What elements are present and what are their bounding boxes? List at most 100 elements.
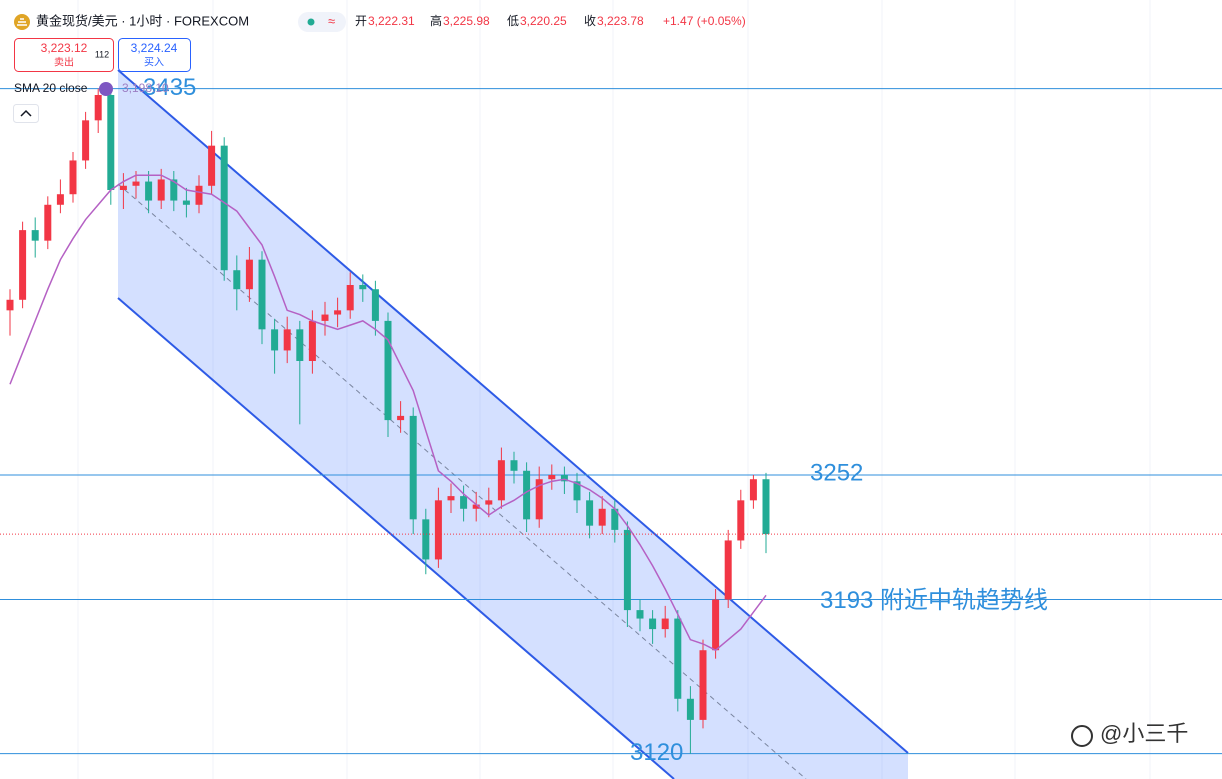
candle-body xyxy=(233,270,241,290)
candle-body xyxy=(208,145,216,186)
level-label: 3435 xyxy=(143,74,196,101)
candle-body xyxy=(497,460,505,501)
open-label: 开 xyxy=(355,14,367,28)
candle-body xyxy=(107,95,115,190)
candle-body xyxy=(611,508,619,530)
candle-body xyxy=(359,285,367,290)
channel-lower xyxy=(117,297,675,779)
candle-body xyxy=(460,496,468,509)
low-value: 3,220.25 xyxy=(520,14,567,28)
level-label: 3252 xyxy=(810,459,863,486)
close-label: 收 xyxy=(584,14,596,28)
candle-body xyxy=(737,500,745,541)
watermark-logo xyxy=(1071,725,1093,747)
candle-body xyxy=(724,540,732,600)
candle-body xyxy=(762,479,770,535)
candle-body xyxy=(535,479,543,520)
channel-upper xyxy=(117,69,909,754)
candle-body xyxy=(321,314,329,321)
candle-body xyxy=(346,285,354,311)
open-value: 3,222.31 xyxy=(368,14,415,28)
candle-body xyxy=(371,289,379,321)
candle-body xyxy=(182,200,190,205)
candle-body xyxy=(712,599,720,651)
candle-body xyxy=(649,618,657,630)
status-symbol: ≈ xyxy=(328,13,335,28)
candle-body xyxy=(220,145,228,271)
candle-body xyxy=(686,698,694,720)
candle-body xyxy=(472,504,480,509)
candle-body xyxy=(598,508,606,526)
watermark: @小三千 xyxy=(1100,721,1188,746)
channel-fill xyxy=(118,70,908,779)
spread: 112 xyxy=(95,49,109,59)
candles xyxy=(6,86,770,754)
level-label: 3120 xyxy=(630,739,683,766)
candle-body xyxy=(44,204,52,241)
candle-body xyxy=(6,299,14,311)
candle-body xyxy=(119,185,127,190)
candle-body xyxy=(674,618,682,699)
status-pill[interactable] xyxy=(298,12,346,32)
candle-body xyxy=(749,479,757,501)
candle-body xyxy=(485,500,493,505)
sma-legend-icon[interactable] xyxy=(99,82,113,96)
candle-body xyxy=(699,650,707,720)
candle-body xyxy=(573,481,581,501)
sma-line xyxy=(9,174,767,652)
sell-price: 3,223.12 xyxy=(41,41,88,55)
candle-body xyxy=(56,194,64,205)
candle-body xyxy=(157,179,165,201)
high-value: 3,225.98 xyxy=(443,14,490,28)
channel-mid xyxy=(117,183,807,779)
candle-body xyxy=(132,181,140,186)
symbol-icon-glyph xyxy=(17,18,27,26)
change-value: +1.47 (+0.05%) xyxy=(663,14,746,28)
candle-body xyxy=(145,181,153,201)
candle-body xyxy=(447,496,455,501)
candle-body xyxy=(636,610,644,619)
candle-body xyxy=(623,529,631,611)
candle-body xyxy=(19,230,27,300)
candle-body xyxy=(170,179,178,201)
buy-button[interactable] xyxy=(118,38,191,72)
high-label: 高 xyxy=(430,13,442,28)
candle-body xyxy=(245,259,253,290)
candle-body xyxy=(523,470,531,520)
levels xyxy=(0,88,1222,755)
sma-legend-name[interactable]: SMA 20 close xyxy=(14,81,88,95)
overlay: 3435 3252 3193 附近中轨趋势线 3120 xyxy=(0,74,1222,766)
symbol-title[interactable]: 黄金现货/美元 · 1小时 · FOREXCOM xyxy=(36,13,249,28)
sma-legend-value: 3,198.10 xyxy=(122,81,169,95)
candle-body xyxy=(271,329,279,351)
candle-body xyxy=(422,519,430,560)
candle-body xyxy=(195,185,203,205)
collapse-icon xyxy=(20,109,32,117)
status-dot xyxy=(307,18,315,26)
candle-body xyxy=(384,320,392,421)
candle-body xyxy=(283,329,291,351)
buy-label: 买入 xyxy=(144,57,164,69)
candle-body xyxy=(510,460,518,471)
candle-body xyxy=(334,310,342,315)
level-label: 3193 附近中轨趋势线 xyxy=(820,587,1048,614)
candle-body xyxy=(258,259,266,330)
candle-body xyxy=(397,415,405,421)
candle-body xyxy=(82,120,90,161)
low-label: 低 xyxy=(507,14,519,28)
close-value: 3,223.78 xyxy=(597,14,644,28)
buy-price: 3,224.24 xyxy=(131,41,178,55)
candle-body xyxy=(94,95,102,121)
candle-body xyxy=(296,329,304,361)
candle-body xyxy=(409,415,417,520)
collapse-button[interactable] xyxy=(13,104,39,123)
candle-body xyxy=(560,475,568,482)
candle-body xyxy=(69,160,77,195)
candle-body xyxy=(661,618,669,630)
sell-button[interactable] xyxy=(14,38,114,72)
sell-label: 卖出 xyxy=(54,56,74,69)
time-grid xyxy=(77,0,1151,779)
candle-body xyxy=(586,500,594,526)
